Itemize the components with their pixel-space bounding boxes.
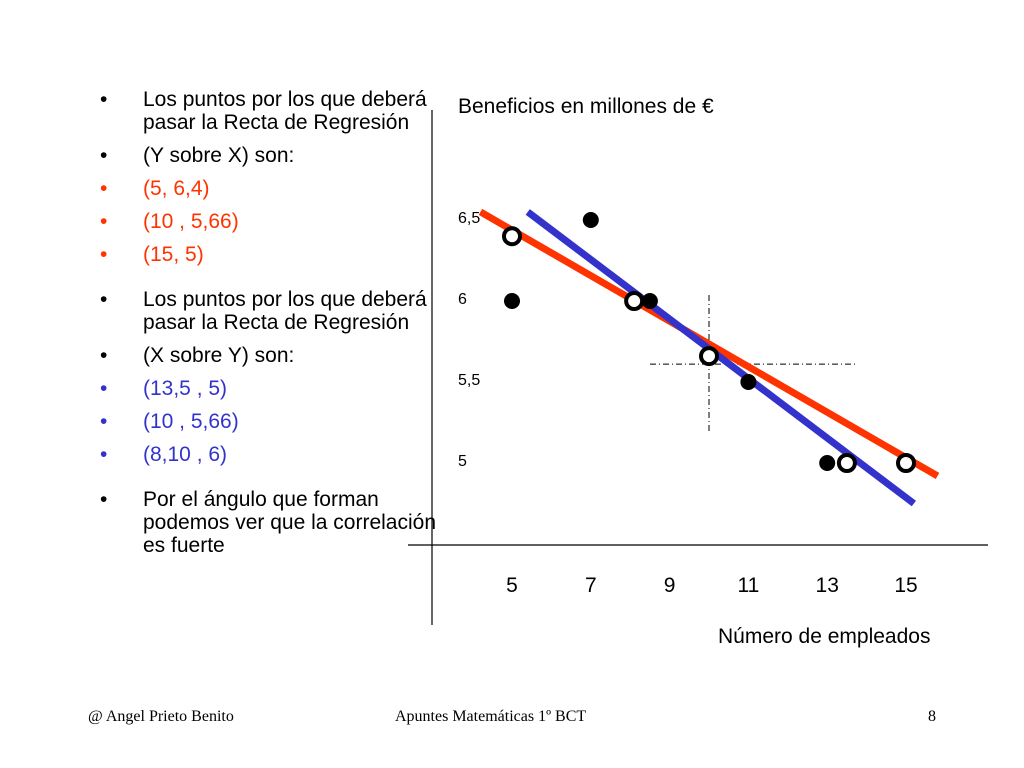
bullet-item: (8,10 , 6) [100, 443, 440, 466]
bullet-item: Los puntos por los que deberá pasar la R… [100, 88, 440, 134]
bullet-item: (10 , 5,66) [100, 210, 440, 233]
bullet-item: (13,5 , 5) [100, 377, 440, 400]
bullet-item: Por el ángulo que forman podemos ver que… [100, 488, 440, 557]
page-number: 8 [928, 708, 936, 725]
regression-point [502, 226, 522, 247]
footer-author: @ Angel Prieto Benito [88, 708, 234, 725]
x-tick-label: 9 [664, 574, 676, 597]
x-tick-label: 15 [894, 574, 917, 597]
bullet-item: (10 , 5,66) [100, 410, 440, 433]
x-tick-label: 7 [585, 574, 597, 597]
data-point [819, 455, 836, 471]
regression-point [836, 453, 857, 473]
y-tick-label: 5 [458, 453, 467, 470]
regression-point [896, 453, 916, 473]
bullet-item: (5, 6,4) [100, 177, 440, 200]
x-axis-label: Número de empleados [718, 625, 931, 648]
data-point [641, 293, 658, 309]
y-tick-label: 6,5 [458, 210, 480, 227]
data-point [504, 293, 520, 309]
regression-point [624, 291, 645, 311]
data-point [740, 374, 757, 390]
data-point [582, 212, 599, 228]
footer-title: Apuntes Matemáticas 1º BCT [395, 708, 587, 725]
x-tick-label: 13 [816, 574, 839, 597]
bullet-item: Los puntos por los que deberá pasar la R… [100, 288, 440, 334]
regression-point [699, 346, 719, 367]
regression-line-y-on-x [478, 208, 940, 479]
y-tick-label: 5,5 [458, 372, 480, 389]
y-tick-label: 6 [458, 291, 467, 308]
x-tick-label: 11 [737, 574, 759, 597]
bullet-list: Los puntos por los que deberá pasar la R… [100, 88, 440, 567]
y-axis-label: Beneficios en millones de € [458, 95, 714, 118]
bullet-item: (X sobre Y) son: [100, 344, 440, 367]
bullet-item: (Y sobre X) son: [100, 144, 440, 167]
x-tick-label: 5 [506, 574, 518, 597]
bullet-item: (15, 5) [100, 243, 440, 266]
